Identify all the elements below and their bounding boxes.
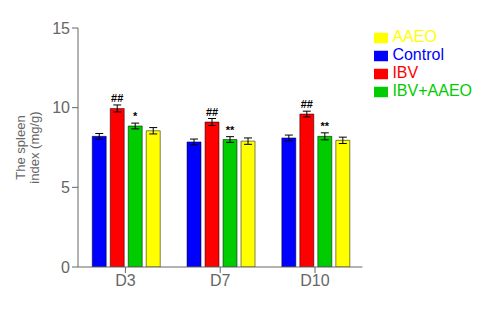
html-text:Control: Control [392, 46, 444, 63]
svg-text:0: 0 [61, 259, 70, 276]
svg-text:The spleenindex (mg/g): The spleenindex (mg/g) [13, 111, 42, 183]
html-text:AAEO: AAEO [392, 28, 437, 45]
svg-text:D7: D7 [210, 272, 231, 289]
svg-text:5: 5 [61, 179, 70, 196]
svg-text:*: * [133, 110, 138, 122]
svg-text:**: ** [321, 120, 330, 132]
svg-text:10: 10 [52, 99, 70, 116]
svg-text:##: ## [206, 106, 218, 118]
svg-text:##: ## [301, 98, 313, 110]
svg-text:##: ## [111, 92, 123, 104]
html-text:IBV+AAEO: IBV+AAEO [392, 82, 472, 99]
svg-text:15: 15 [52, 20, 70, 37]
svg-text:D10: D10 [300, 272, 329, 289]
html-text:IBV: IBV [392, 64, 419, 81]
svg-text:**: ** [226, 124, 235, 136]
svg-text:D3: D3 [115, 272, 136, 289]
